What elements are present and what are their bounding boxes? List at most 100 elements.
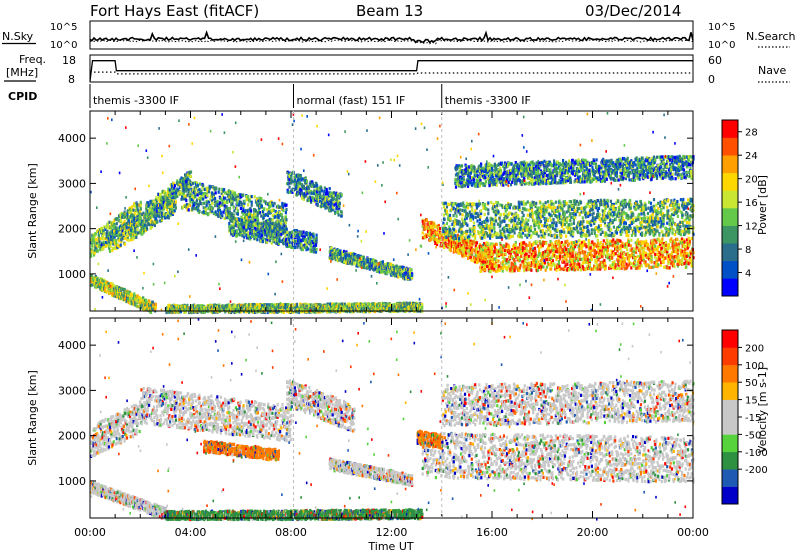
echo-cell [235,207,238,211]
echo-cell [100,284,103,288]
echo-cell [245,212,248,217]
echo-cell [256,203,259,207]
echo-cell [238,200,241,204]
echo-cell [103,286,106,290]
echo-cell [140,220,143,224]
echo-cell [236,212,239,216]
echo-cell [273,228,276,232]
echo-cell [275,223,278,227]
echo-cell [123,219,126,223]
echo-cell [226,216,229,220]
echo-cell [331,201,334,205]
echo-cell [197,203,200,207]
echo-cell [155,213,158,218]
echo-cell [298,240,301,244]
echo-cell [280,221,283,225]
echo-cell [232,222,235,226]
echo-cell [181,196,184,201]
echo-cell [217,190,220,194]
echo-cell [278,239,281,243]
echo-cell [219,308,222,312]
echo-cell [302,185,305,189]
echo-cell [120,234,123,238]
echo-cell [249,303,252,307]
echo-cell [296,183,299,187]
echo-cell [151,209,154,213]
echo-cell [105,236,108,240]
echo-cell [215,304,218,308]
echo-cell [128,210,131,215]
echo-cell [191,206,194,210]
echo-cell [271,214,274,218]
echo-cell [295,185,298,189]
echo-cell [254,212,257,217]
echo-cell [100,226,103,230]
echo-cell [218,209,221,213]
echo-cell [167,200,171,204]
echo-cell [147,217,150,221]
date-title: 03/Dec/2014 [585,2,681,20]
echo-cell [165,195,168,199]
echo-cell [236,233,239,237]
echo-cell [126,298,129,302]
echo-cell [271,208,274,212]
echo-cell [172,211,175,215]
echo-cell [215,212,218,216]
echo-cell [354,253,357,257]
echo-cell [268,225,272,230]
echo-cell [140,227,143,231]
echo-cell [127,296,130,300]
echo-cell [93,240,96,244]
echo-cell [209,204,212,208]
echo-cell [208,190,211,194]
echo-cell [232,192,235,196]
echo-cell [235,211,238,216]
echo-cell [286,190,289,194]
echo-cell [335,203,338,207]
echo-cell [152,207,155,211]
echo-cell [216,202,219,206]
echo-cell [303,237,306,241]
echo-cell [148,304,151,308]
echo-cell [312,232,315,236]
echo-cell [142,296,145,300]
echo-cell [287,240,290,244]
echo-cell [233,220,236,224]
echo-cell [288,304,291,308]
echo-cell [143,306,147,310]
echo-cell [175,191,178,195]
echo-cell [395,264,398,268]
echo-cell [264,222,267,226]
echo-cell [205,203,208,207]
echo-cell [203,191,206,196]
echo-cell [329,302,332,306]
echo-cell [311,303,314,307]
echo-cell [231,202,234,206]
echo-cell [405,271,408,275]
echo-cell [301,237,304,241]
echo-cell [167,211,170,215]
echo-cell [372,260,375,264]
echo-cell [226,206,229,210]
echo-cell [268,239,272,243]
echo-cell [144,228,147,233]
echo-cell [250,200,253,204]
echo-cell [170,307,173,311]
echo-cell [304,192,307,196]
echo-cell [260,214,263,218]
echo-cell [247,220,251,224]
echo-cell [337,256,340,260]
echo-cell [108,246,111,250]
echo-cell [280,213,283,217]
echo-cell [362,265,365,269]
echo-cell [302,235,305,239]
echo-cell [150,211,153,216]
echo-cell [293,176,296,180]
echo-cell [304,187,307,191]
echo-cell [320,189,323,193]
echo-cell [169,200,172,204]
echo-cell [239,310,242,314]
echo-cell [172,181,175,185]
echo-cell [129,223,132,227]
echo-cell [253,237,256,241]
